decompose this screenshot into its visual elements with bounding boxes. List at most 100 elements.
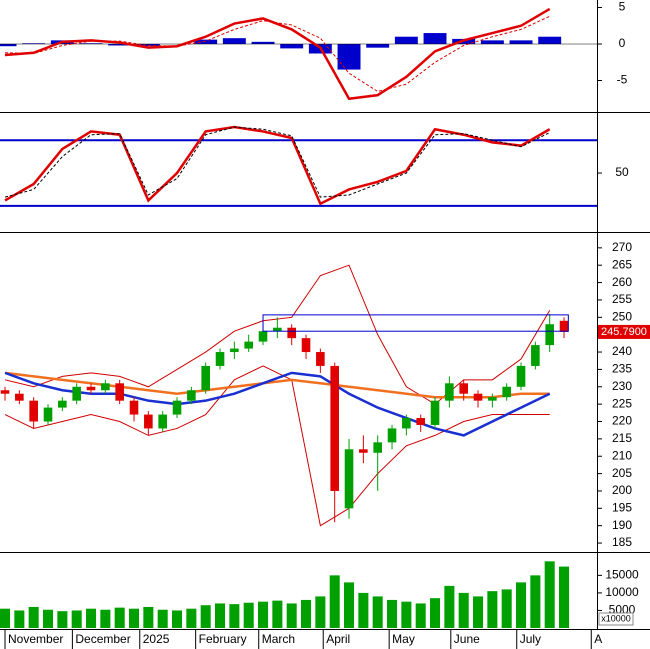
y-tick-label: 265 bbox=[612, 257, 632, 271]
y-tick-label: 15000 bbox=[605, 568, 639, 582]
candle-body bbox=[273, 327, 282, 332]
histogram-bar bbox=[538, 36, 562, 45]
volume-bar bbox=[215, 603, 226, 628]
candle-body bbox=[330, 365, 339, 491]
candle-body bbox=[473, 393, 483, 401]
volume-bar bbox=[301, 599, 312, 628]
volume-bar bbox=[186, 608, 197, 628]
last-price-box bbox=[598, 324, 650, 339]
volume-bar bbox=[487, 591, 498, 628]
y-tick-label: 210 bbox=[612, 448, 632, 462]
candle-body bbox=[287, 327, 296, 339]
histogram-bar bbox=[480, 40, 504, 45]
volume-bar bbox=[344, 582, 355, 628]
candle-body bbox=[559, 320, 569, 332]
candle-body bbox=[488, 397, 497, 401]
candle-body bbox=[43, 407, 53, 422]
x-tick-label: 2025 bbox=[143, 632, 170, 646]
frames bbox=[0, 0, 650, 630]
candle-body bbox=[29, 400, 38, 422]
candle-body bbox=[115, 383, 124, 401]
indicator-line bbox=[5, 15, 550, 92]
x-tick-label: December bbox=[75, 632, 130, 646]
candle-body bbox=[86, 386, 96, 391]
candle-body bbox=[502, 386, 511, 398]
unit-box bbox=[598, 612, 634, 626]
candle-body bbox=[531, 345, 540, 366]
x-tick-label: A bbox=[594, 632, 602, 646]
candle-body bbox=[516, 365, 526, 387]
candle-body bbox=[72, 386, 81, 401]
x-tick-label: November bbox=[8, 632, 63, 646]
candle-body bbox=[445, 383, 454, 401]
volume-bar bbox=[516, 582, 527, 628]
histogram-bar bbox=[337, 44, 361, 70]
x-tick-label: April bbox=[326, 632, 350, 646]
candle-body bbox=[172, 400, 182, 415]
histogram-bar bbox=[509, 40, 533, 45]
histogram-bar bbox=[22, 43, 46, 45]
candle-body bbox=[459, 383, 468, 394]
volume-bar bbox=[129, 608, 140, 628]
y-tick-label: 235 bbox=[612, 362, 632, 376]
candle-body bbox=[129, 400, 139, 415]
candle-body bbox=[201, 365, 210, 391]
candle-body bbox=[301, 338, 311, 353]
y-tick-label: 200 bbox=[612, 483, 632, 497]
candle-body bbox=[244, 341, 253, 349]
y-tick-label: 5 bbox=[619, 0, 626, 14]
candle-body bbox=[101, 383, 110, 391]
y-tick-label: 240 bbox=[612, 344, 632, 358]
y-tick-label: 270 bbox=[612, 240, 632, 254]
candle-body bbox=[58, 400, 67, 408]
last-price-label: 245.7900 bbox=[601, 326, 647, 338]
volume-bar bbox=[544, 561, 555, 628]
candle-body bbox=[344, 449, 354, 509]
volume-bar bbox=[258, 601, 269, 628]
volume-bar bbox=[229, 604, 240, 628]
x-tick-label: May bbox=[392, 632, 415, 646]
volume-bar bbox=[43, 609, 54, 628]
volume-bar bbox=[387, 599, 398, 628]
histogram-bar bbox=[0, 44, 17, 47]
y-tick-label: 220 bbox=[612, 414, 632, 428]
indicator-line bbox=[4, 7, 551, 101]
y-tick-label: 190 bbox=[612, 518, 632, 532]
candle-body bbox=[0, 390, 10, 394]
volume-bar bbox=[286, 603, 297, 628]
x-tick-label: February bbox=[199, 632, 247, 646]
y-tick-label: 10000 bbox=[605, 585, 639, 599]
volume-bar bbox=[501, 589, 512, 628]
y-tick-label: -5 bbox=[617, 73, 628, 87]
volume-bar bbox=[0, 608, 11, 628]
x-tick-label: March bbox=[262, 632, 295, 646]
candle-body bbox=[545, 324, 554, 346]
y-tick-label: 225 bbox=[612, 396, 632, 410]
volume-bar bbox=[100, 609, 111, 628]
histogram-bar bbox=[251, 41, 275, 45]
candle-body bbox=[187, 390, 196, 401]
overlay-line bbox=[4, 371, 551, 437]
volume-bar bbox=[559, 566, 570, 628]
volume-bar bbox=[458, 592, 469, 628]
volume-bar bbox=[315, 596, 326, 628]
histogram-bar bbox=[79, 43, 103, 45]
y-tick-label: 205 bbox=[612, 466, 632, 480]
volume-bar bbox=[401, 601, 412, 628]
volume-bar bbox=[473, 596, 484, 628]
volume-bar bbox=[329, 575, 340, 628]
volume-bar bbox=[143, 606, 154, 628]
candle-body bbox=[144, 414, 153, 429]
resistance-zone bbox=[262, 314, 569, 332]
volume-bar bbox=[57, 611, 68, 628]
volume-bar bbox=[243, 602, 254, 628]
volume-bar bbox=[272, 600, 283, 628]
candle-body bbox=[258, 331, 268, 342]
histogram-bar bbox=[280, 44, 304, 49]
indicator-line bbox=[4, 125, 551, 206]
overlay-line bbox=[4, 365, 550, 527]
candle-body bbox=[158, 414, 167, 429]
indicator-line bbox=[4, 126, 550, 198]
y-tick-label: 260 bbox=[612, 275, 632, 289]
